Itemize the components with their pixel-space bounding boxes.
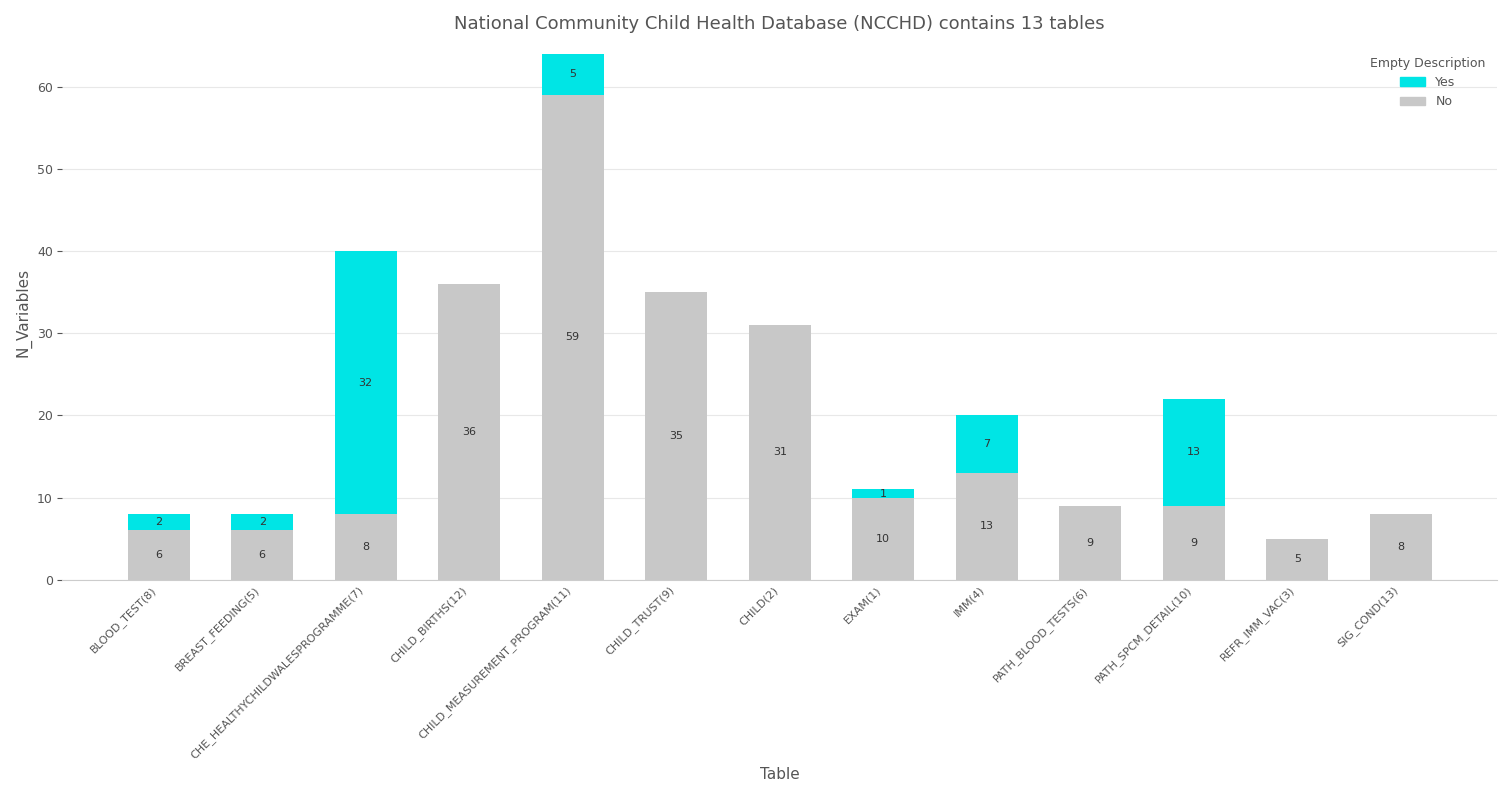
Text: 2: 2 [259,517,266,528]
Bar [127,531,191,579]
Bar [956,473,1018,579]
Text: 9: 9 [1190,538,1198,548]
Bar [231,531,293,579]
Bar [541,54,603,95]
Text: 8: 8 [363,542,369,552]
Bar [748,325,810,579]
Text: 8: 8 [1397,542,1405,552]
X-axis label: Table: Table [761,767,800,782]
Text: 59: 59 [565,332,579,343]
Bar [1163,399,1225,506]
Bar [956,415,1018,473]
Bar [127,514,191,531]
Bar [1163,506,1225,579]
Text: 6: 6 [156,550,162,560]
Bar [853,489,915,497]
Bar [1266,539,1329,579]
Legend: Yes, No: Yes, No [1365,52,1491,113]
Bar [334,514,396,579]
Text: 35: 35 [670,431,683,441]
Text: 7: 7 [983,439,990,450]
Text: 36: 36 [463,427,476,437]
Text: 32: 32 [358,378,373,387]
Text: 6: 6 [259,550,266,560]
Bar [438,284,500,579]
Text: 13: 13 [980,521,993,532]
Bar [1370,514,1432,579]
Y-axis label: N_Variables: N_Variables [15,268,32,357]
Text: 9: 9 [1087,538,1093,548]
Text: 13: 13 [1187,447,1201,457]
Bar [853,497,915,579]
Bar [1060,506,1122,579]
Text: 5: 5 [569,69,576,80]
Text: 1: 1 [880,489,886,498]
Bar [541,95,603,579]
Text: 5: 5 [1294,554,1300,564]
Title: National Community Child Health Database (NCCHD) contains 13 tables: National Community Child Health Database… [455,15,1105,33]
Bar [231,514,293,531]
Bar [646,292,708,579]
Text: 2: 2 [156,517,162,528]
Text: 10: 10 [877,534,891,544]
Bar [334,251,396,514]
Text: 31: 31 [773,447,786,457]
